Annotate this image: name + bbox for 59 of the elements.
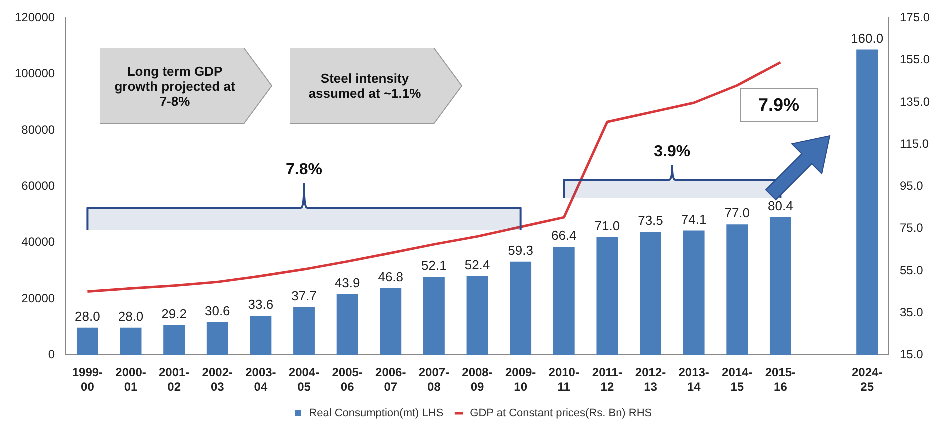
band-label: 7.8% [286, 161, 322, 178]
data-label: 52.4 [464, 258, 490, 273]
data-label: 29.2 [162, 306, 187, 322]
y2-tick-label: 15.0 [900, 348, 924, 362]
y2-tick-label: 55.0 [900, 263, 924, 278]
y2-tick-label: 115.0 [900, 136, 930, 151]
x-tick-label: 1999-00 [72, 366, 104, 394]
data-label: 28.0 [118, 308, 144, 324]
x-tick-label: 2008-09 [462, 366, 493, 394]
y-tick-label: 100000 [14, 66, 56, 81]
x-tick-label: 2010-11 [548, 366, 580, 394]
data-label: 28.0 [75, 308, 100, 324]
y2-tick-label: 155.0 [900, 52, 930, 67]
data-label: 74.1 [681, 212, 707, 227]
band-label: 3.9% [654, 143, 691, 160]
x-tick-label: 2024-25 [852, 366, 883, 394]
x-tick-label: 2004-05 [288, 366, 320, 394]
data-label: 59.3 [508, 242, 534, 258]
x-tick-label: 2006-07 [376, 366, 406, 394]
x-tick-label: 2011-12 [592, 366, 622, 394]
y2-tick-label: 35.0 [900, 305, 924, 320]
data-label: 33.6 [248, 297, 274, 312]
y-tick-label: 80000 [22, 122, 56, 137]
y-tick-label: 120000 [14, 10, 56, 25]
y-tick-label: 40000 [22, 235, 56, 250]
legend-label: GDP at Constant prices(Rs. Bn) RHS [470, 408, 652, 420]
y2-tick-label: 95.0 [900, 179, 924, 194]
x-tick-label: 2003-04 [246, 366, 276, 394]
data-label: 160.0 [851, 30, 884, 46]
annotation: Long term GDP growth projected at 7-8% [114, 64, 236, 108]
y-tick-label: 60000 [22, 179, 56, 194]
x-tick-label: 2015-16 [765, 366, 796, 394]
x-tick-label: 2007-08 [418, 366, 450, 394]
y2-tick-label: 75.0 [900, 221, 924, 236]
y-tick-label: 20000 [22, 291, 56, 306]
x-tick-label: 2014-15 [722, 366, 753, 394]
annotation: 7.9% [740, 88, 818, 122]
data-label: 77.0 [724, 206, 750, 221]
data-label: 46.8 [378, 269, 404, 284]
x-tick-label: 2005-06 [332, 366, 363, 394]
x-tick-label: 2000-01 [116, 366, 146, 394]
x-tick-label: 2001-02 [158, 366, 190, 394]
data-label: 52.1 [422, 258, 447, 274]
data-label: 43.9 [334, 275, 360, 290]
annotation: Steel intensity assumed at ~1.1% [308, 71, 422, 101]
x-tick-label: 2002-03 [202, 366, 233, 394]
data-label: 66.4 [551, 228, 577, 244]
x-tick-label: 2012-13 [635, 366, 666, 394]
y2-tick-label: 135.0 [900, 94, 930, 109]
data-label: 71.0 [594, 218, 620, 234]
x-tick-label: 2013-14 [678, 366, 710, 394]
legend-label: Real Consumption(mt) LHS [309, 408, 444, 420]
data-label: 37.7 [292, 288, 317, 304]
y-tick-label: 0 [48, 348, 56, 362]
y2-tick-label: 175.0 [900, 10, 930, 25]
data-label: 73.5 [638, 213, 664, 228]
x-tick-label: 2009-10 [505, 366, 536, 394]
data-label: 80.4 [768, 198, 794, 214]
data-label: 30.6 [204, 303, 230, 318]
